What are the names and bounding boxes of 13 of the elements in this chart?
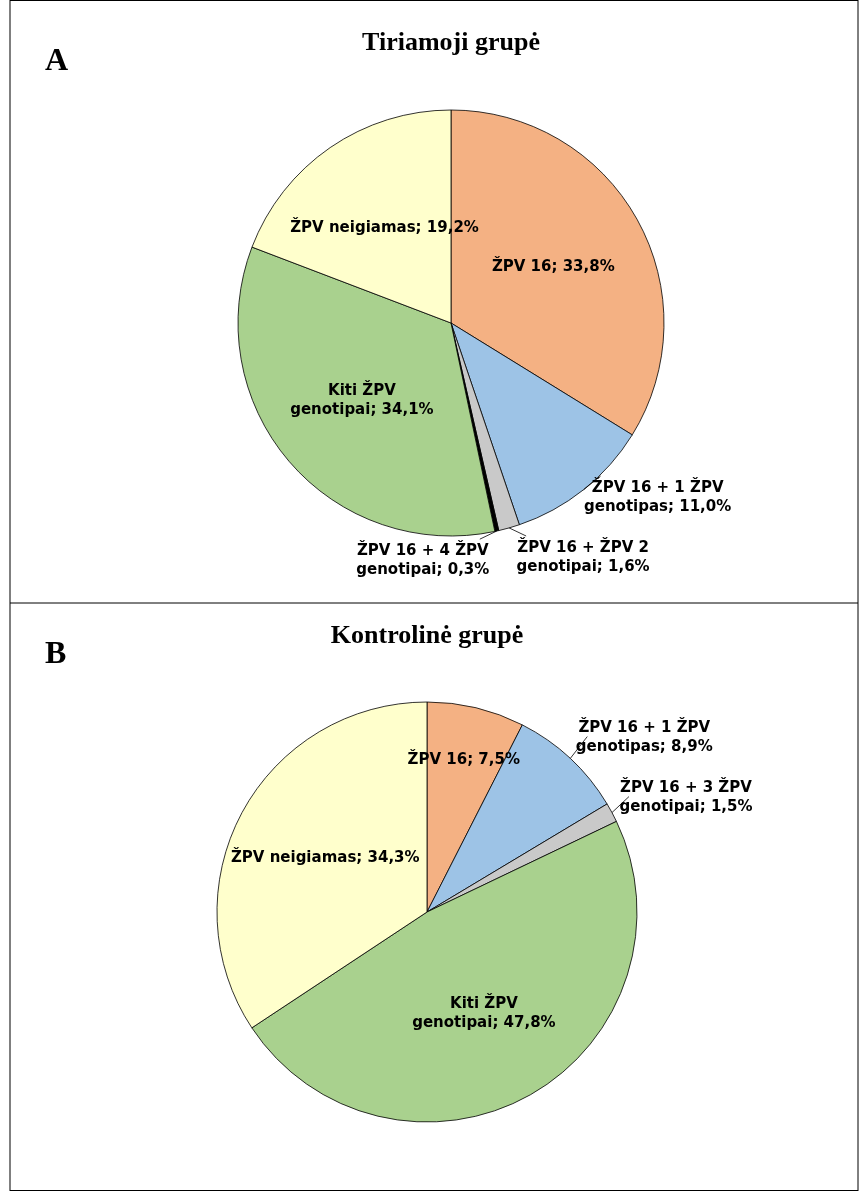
chart-title: Tiriamoji grupė <box>362 27 540 56</box>
slice-label: ŽPV 16 + 1 ŽPV genotipas; 8,9% <box>575 717 713 756</box>
text: B <box>45 634 67 670</box>
slice-label: ŽPV neigiamas; 34,3% <box>230 847 420 867</box>
chart-title: Kontrolinė grupė <box>330 620 524 649</box>
slice-label: ŽPV 16 + 4 ŽPV genotipai; 0,3% <box>356 539 490 578</box>
slice-label: ŽPV 16 + ŽPV 2 genotipai; 1,6% <box>516 536 650 575</box>
slice-label: ŽPV 16; 33,8% <box>491 255 615 275</box>
slice-label: Kiti ŽPV genotipai; 47,8% <box>412 993 556 1032</box>
slice-label: ŽPV 16 + 1 ŽPV genotipas; 11,0% <box>584 476 732 515</box>
slice-label: ŽPV 16 + 3 ŽPV genotipai; 1,5% <box>619 777 753 816</box>
text: A <box>45 41 69 77</box>
slice-label: Kiti ŽPV genotipai; 34,1% <box>290 379 434 418</box>
